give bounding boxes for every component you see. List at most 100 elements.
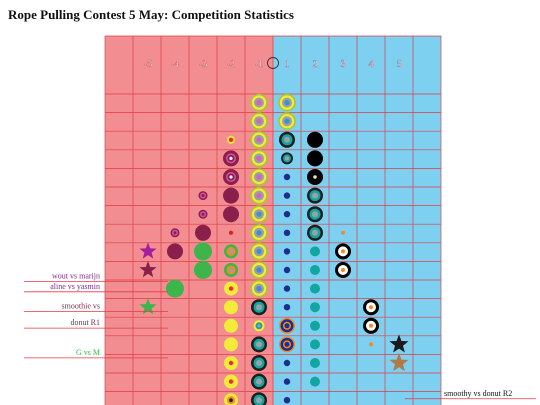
marker-circle [335,243,351,260]
marker-circle [223,169,239,185]
marker-circle [307,131,323,148]
marker-circle [251,336,267,353]
marker-circle [283,192,291,199]
annotation-label: aline vs yasmin [50,282,100,291]
marker-star-icon [139,242,157,259]
marker-circle [310,246,320,257]
annotation-label: smoothie vs [62,301,100,310]
chart-title: Rope Pulling Contest 5 May: Competition … [8,7,294,22]
column-label: 2 [313,59,318,70]
marker-circle [194,242,212,261]
marker-circle [250,112,268,130]
annotation-label: donut R1 [70,318,100,327]
marker-circle [278,112,296,130]
marker-circle [369,342,373,347]
marker-circle [250,93,268,112]
marker-circle [279,336,295,353]
marker-circle [250,168,268,186]
marker-circle [229,230,233,235]
marker-circle [251,392,267,405]
marker-circle [224,393,238,405]
marker-circle [223,206,239,223]
marker-circle [250,242,268,261]
marker-circle [307,150,323,167]
column-label: 5 [397,59,402,70]
marker-star-icon [389,334,409,353]
marker-circle [170,228,180,238]
marker-circle [310,376,320,387]
marker-circle [167,243,183,260]
marker-circle [224,244,238,259]
annotation-label: G vs M [76,348,100,357]
annotation-label: wout vs marijn [52,272,100,281]
column-label: -3 [199,59,207,70]
marker-circle [198,209,208,219]
marker-circle [283,248,291,255]
column-label: 4 [369,59,374,70]
column-label: 3 [341,59,346,70]
marker-circle [310,339,320,350]
marker-circle [223,150,239,167]
column-headers: -5 -4 -3 -2 -1 1 2 3 4 5 [144,57,402,70]
marker-star-icon [139,261,157,278]
marker-circle [251,373,267,390]
marker-circle [279,131,295,148]
marker-circle [307,224,323,241]
marker-circle [224,356,238,370]
marker-circle [283,359,291,367]
marker-circle [195,224,211,241]
marker-circle [307,206,323,223]
marker-circle [283,304,291,311]
marker-circle [279,317,295,334]
marker-circle [166,279,184,298]
marker-circle [310,358,320,368]
marker-circle [335,262,351,278]
marker-circle [310,265,320,275]
marker-circle [363,317,379,334]
marker-circle [224,263,238,277]
marker-circle [283,229,291,236]
column-label: -1 [255,59,263,70]
marker-circle [250,261,268,279]
marker-circle [250,205,268,223]
marker-circle [283,266,291,274]
marker-circle [253,320,265,332]
marker-circle [283,211,291,218]
marker-circle [307,187,323,204]
marker-circle [224,281,238,296]
column-label: 1 [285,59,290,70]
marker-circle [278,93,296,112]
marker-circle [224,374,238,389]
center-marker-icon [267,57,279,69]
marker-star-icon [139,298,157,315]
marker-circle [224,337,238,352]
marker-circle [250,131,268,149]
marker-circle [223,187,239,204]
chart-grid [104,35,442,405]
chart-markers [139,93,409,405]
marker-circle [341,230,345,235]
marker-circle [250,186,268,205]
marker-circle [283,285,291,292]
marker-circle [227,135,235,144]
marker-circle [310,320,320,331]
marker-circle [310,283,320,294]
marker-circle [251,299,267,316]
marker-circle [283,173,291,181]
marker-circle [281,152,293,165]
column-label: -4 [171,59,179,70]
marker-circle [363,299,379,316]
marker-circle [250,149,268,168]
marker-star-icon [389,353,409,372]
column-label: -2 [227,59,235,70]
marker-circle [198,191,208,201]
marker-circle [224,318,238,333]
column-label: -5 [144,59,152,70]
marker-circle [250,224,268,242]
marker-circle [251,355,267,371]
marker-circle [307,169,323,185]
marker-circle [194,261,212,279]
marker-circle [250,279,268,298]
